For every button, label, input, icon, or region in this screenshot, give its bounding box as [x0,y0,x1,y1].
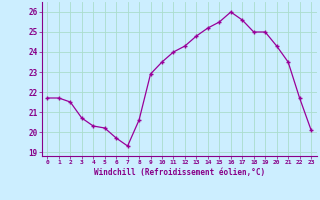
X-axis label: Windchill (Refroidissement éolien,°C): Windchill (Refroidissement éolien,°C) [94,168,265,177]
